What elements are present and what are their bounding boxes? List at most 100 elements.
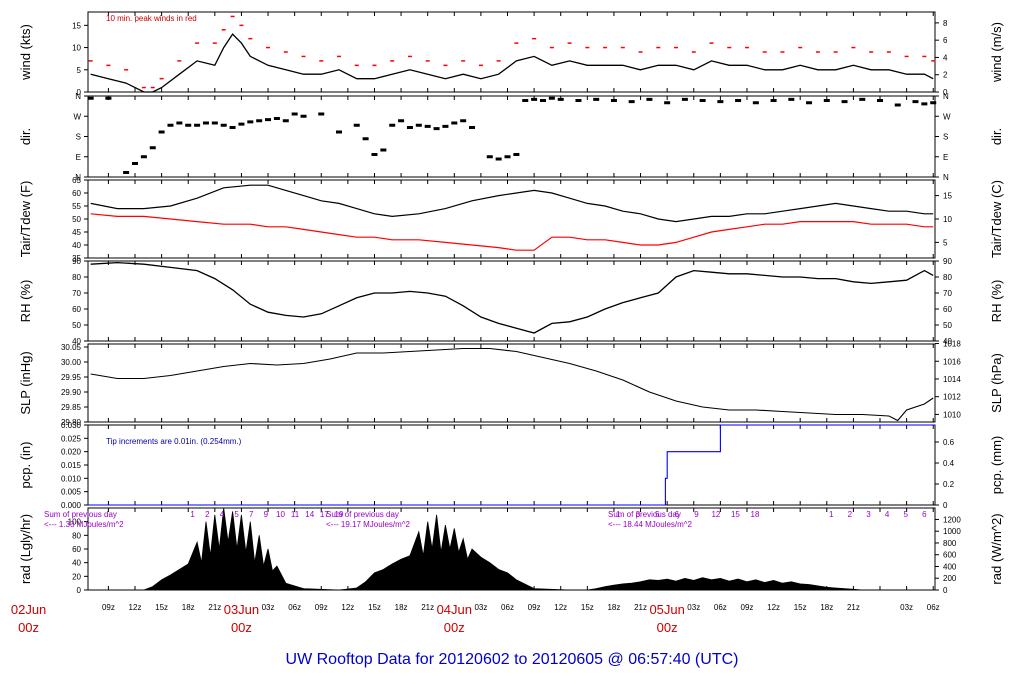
dir-ytick-label-right: S bbox=[943, 133, 948, 142]
dir-point bbox=[123, 171, 130, 174]
time-tick-label: 03z bbox=[687, 603, 700, 612]
time-tick-label: 21z bbox=[634, 603, 647, 612]
rad-ytick-label-right: 400 bbox=[943, 562, 957, 571]
rad-sun-hour-label: 18 bbox=[751, 510, 760, 519]
slp-series-line bbox=[90, 347, 934, 422]
dir-point bbox=[105, 96, 112, 100]
dir-ytick-label-right: N bbox=[943, 92, 949, 101]
temp-ytick-label-left: 50 bbox=[72, 215, 81, 224]
dir-point bbox=[282, 119, 289, 123]
rad-sum-note-line2: <--- 18.44 MJoules/m^2 bbox=[608, 520, 693, 529]
rad-sun-hour-label: 3 bbox=[636, 510, 641, 519]
time-tick-label: 03z bbox=[900, 603, 913, 612]
dir-point bbox=[389, 123, 396, 127]
pcp-ytick-label-right: 0 bbox=[943, 501, 948, 510]
dir-point bbox=[504, 155, 511, 159]
rad-ylabel-left: rad (Lgly/hr) bbox=[18, 514, 33, 584]
dir-point bbox=[859, 97, 866, 101]
rh-ylabel-right: RH (%) bbox=[989, 280, 1004, 323]
dir-point bbox=[548, 96, 555, 100]
rh-ylabel-left: RH (%) bbox=[18, 280, 33, 323]
rad-ytick-label-right: 1000 bbox=[943, 527, 961, 536]
rad-sun-hour-label: 12 bbox=[711, 510, 720, 519]
wind-ytick-label-right: 0 bbox=[943, 88, 948, 97]
dir-point bbox=[202, 121, 209, 125]
rh-ytick-label-right: 70 bbox=[943, 289, 952, 298]
rad-series-area bbox=[90, 507, 934, 591]
dir-point bbox=[371, 153, 378, 156]
time-tick-label: 18z bbox=[395, 603, 408, 612]
rh-ytick-label-right: 40 bbox=[943, 337, 952, 346]
dir-ytick-label-left: W bbox=[73, 112, 81, 121]
dir-point bbox=[229, 126, 236, 129]
rad-sun-hour-label: 11 bbox=[291, 510, 300, 519]
date-time-label: 00z bbox=[18, 620, 39, 635]
pcp-ytick-label-left: 0.030 bbox=[61, 421, 82, 430]
dir-ytick-label-left: N bbox=[75, 173, 81, 182]
pcp-ylabel-left: pcp. (in) bbox=[18, 442, 33, 489]
rh-ytick-label-left: 60 bbox=[72, 305, 81, 314]
dir-point bbox=[539, 99, 546, 102]
rad-sum-note-line2: <--- 1.33 MJoules/m^2 bbox=[44, 520, 124, 529]
time-tick-label: 15z bbox=[155, 603, 168, 612]
rad-sun-hour-label: 6 bbox=[922, 510, 927, 519]
dir-point bbox=[442, 124, 449, 128]
rh-ytick-label-right: 90 bbox=[943, 257, 952, 266]
time-tick-label: 12z bbox=[129, 603, 142, 612]
dir-point bbox=[610, 99, 617, 102]
pcp-series-line bbox=[88, 424, 935, 506]
dir-point bbox=[912, 100, 919, 104]
time-tick-label: 21z bbox=[208, 603, 221, 612]
time-tick-label: 21z bbox=[421, 603, 434, 612]
dir-ytick-label-right: N bbox=[943, 173, 949, 182]
dir-point bbox=[398, 119, 405, 123]
wind-ytick-label-left: 10 bbox=[72, 44, 81, 53]
dir-point bbox=[894, 103, 901, 107]
pcp-ytick-label-left: 0.025 bbox=[61, 434, 82, 443]
temp-ytick-label-left: 60 bbox=[72, 189, 81, 198]
time-tick-label: 06z bbox=[714, 603, 727, 612]
rad-sun-hour-label: 6 bbox=[675, 510, 680, 519]
dir-point bbox=[486, 155, 493, 159]
time-tick-label: 12z bbox=[341, 603, 354, 612]
rh-ytick-label-left: 70 bbox=[72, 289, 81, 298]
wind-ytick-label-right: 8 bbox=[943, 19, 948, 28]
slp-ytick-label-right: 1018 bbox=[943, 340, 961, 349]
rh-ytick-label-left: 80 bbox=[72, 273, 81, 282]
pcp-ytick-label-right: 0.6 bbox=[943, 438, 955, 447]
dir-ytick-label-left: N bbox=[75, 92, 81, 101]
slp-ytick-label-right: 1012 bbox=[943, 393, 961, 402]
wind-ytick-label-left: 0 bbox=[77, 88, 82, 97]
slp-ytick-label-left: 29.85 bbox=[61, 403, 82, 412]
pcp-ytick-label-right: 0.2 bbox=[943, 480, 955, 489]
dir-point bbox=[806, 101, 813, 105]
temp-ytick-label-right: 10 bbox=[943, 215, 952, 224]
rh-ytick-label-right: 80 bbox=[943, 273, 952, 282]
rh-series-line bbox=[90, 261, 934, 334]
dir-point bbox=[362, 137, 369, 141]
dir-ylabel-left: dir. bbox=[18, 128, 33, 145]
time-tick-label: 15z bbox=[794, 603, 807, 612]
dir-ylabel-right: dir. bbox=[989, 128, 1004, 145]
date-label: 05Jun bbox=[649, 602, 684, 617]
wind-series-line bbox=[90, 33, 934, 93]
rad-sun-hour-label: 2 bbox=[205, 510, 210, 519]
dir-point bbox=[318, 112, 325, 116]
dir-point bbox=[717, 100, 724, 104]
slp-ytick-label-left: 29.90 bbox=[61, 388, 82, 397]
dir-ytick-label-right: E bbox=[943, 153, 948, 162]
slp-frame bbox=[87, 343, 936, 423]
temp-ytick-label-left: 65 bbox=[72, 176, 81, 185]
rad-sum-note-line2: <--- 19.17 MJoules/m^2 bbox=[326, 520, 411, 529]
wind-ytick-label-left: 5 bbox=[77, 66, 82, 75]
dir-ytick-label-left: S bbox=[76, 133, 81, 142]
slp-ytick-label-left: 29.95 bbox=[61, 373, 82, 382]
dir-point bbox=[176, 121, 183, 125]
rad-sum-note-line1: Sum of previous day bbox=[608, 510, 681, 519]
dir-point bbox=[646, 97, 653, 101]
rad-sun-hour-label: 9 bbox=[694, 510, 699, 519]
dir-point bbox=[788, 97, 795, 101]
dir-point bbox=[433, 127, 440, 131]
rh-ytick-label-left: 40 bbox=[72, 337, 81, 346]
dir-point bbox=[557, 97, 564, 101]
